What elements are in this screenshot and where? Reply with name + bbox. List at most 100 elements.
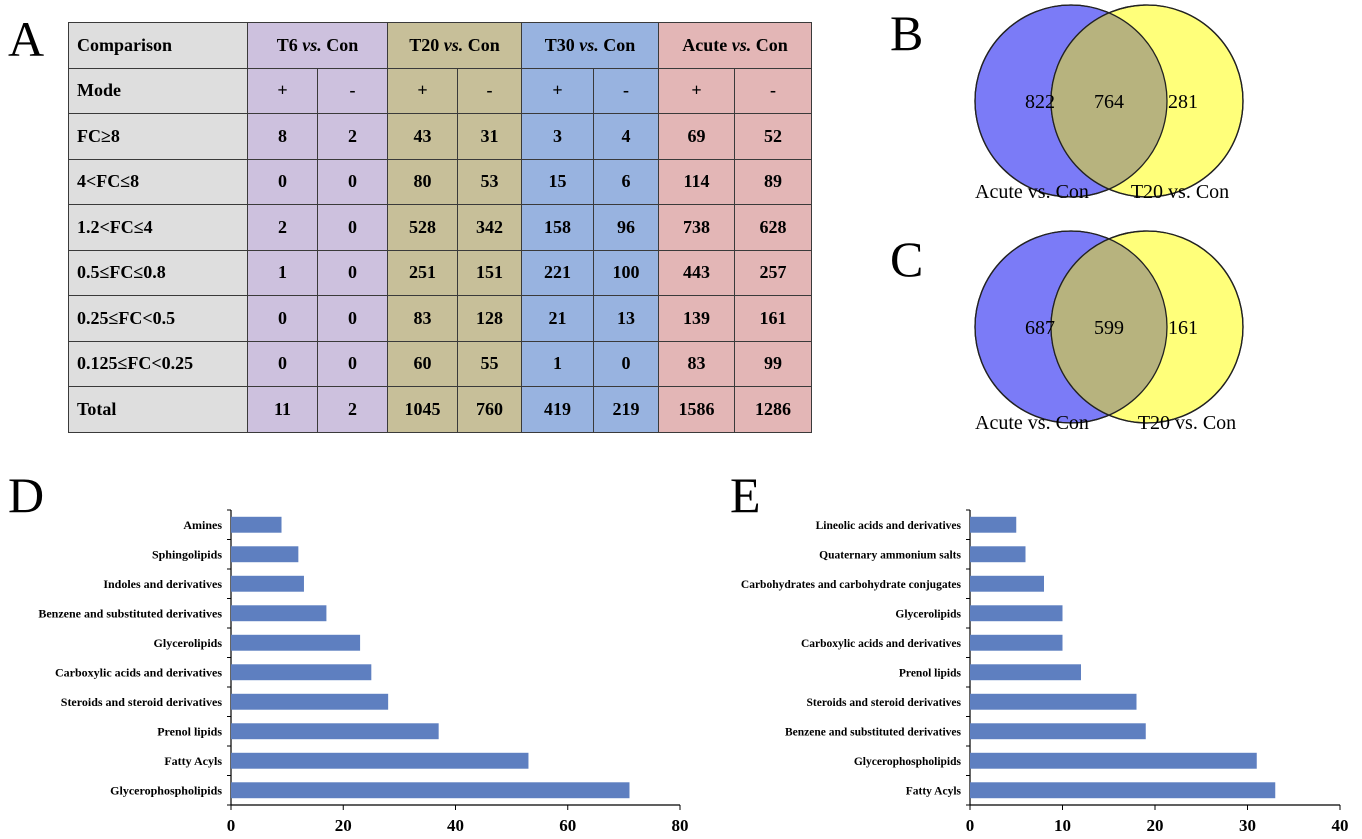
category-label: Amines [183,518,222,532]
x-tick-label: 10 [1054,816,1071,835]
bar [231,693,389,710]
table-row: 1.2<FC≤4 2 0 528 342 158 96 738 628 [68,204,812,251]
bar [231,516,282,533]
bar [231,634,361,651]
fold-change-table: Comparison T6 vs. Con T20 vs. Con T30 vs… [68,22,812,433]
venn-c-right-count: 161 [1168,317,1198,339]
bar [231,664,372,681]
table-cell: 2 [247,204,318,251]
x-tick-label: 20 [335,816,352,835]
table-cell: 80 [387,158,458,205]
table-cell: 11 [247,386,318,433]
table-cell: 161 [734,295,812,342]
bar [231,546,299,563]
table-cell: 83 [387,295,458,342]
table-cell: 1 [521,340,594,387]
venn-diagram-b: 822 764 281 Acute vs. Con T20 vs. Con [974,4,1244,203]
table-cell: 96 [593,204,659,251]
table-row: FC≥8 8 2 43 31 3 4 69 52 [68,113,812,160]
venn-b-left-count: 822 [1025,91,1055,113]
bar [231,782,630,799]
table-cell: 219 [593,386,659,433]
table-cell: 139 [658,295,735,342]
x-tick-label: 40 [1332,816,1349,835]
group-header-t6: T6 vs. Con [247,22,388,69]
category-label: Fatty Acyls [164,754,222,768]
row-label: 0.5≤FC≤0.8 [68,249,248,296]
bar [970,752,1257,769]
table-cell: 52 [734,113,812,160]
venn-c-left-count: 687 [1025,317,1055,339]
table-cell: 13 [593,295,659,342]
venn-b-right-label: T20 vs. Con [1131,181,1229,203]
x-tick-label: 30 [1239,816,1256,835]
panel-label-c: C [890,231,924,287]
table-cell: 83 [658,340,735,387]
panel-label-e: E [730,467,761,523]
group-header-acute: Acute vs. Con [658,22,812,69]
bar [970,664,1081,681]
table-cell: 221 [521,249,594,296]
table-row: 0.125≤FC<0.25 0 0 60 55 1 0 83 99 [68,340,812,387]
row-label: FC≥8 [68,113,248,160]
category-label: Steroids and steroid derivatives [61,695,223,709]
table-cell: 1286 [734,386,812,433]
panel-label-a: A [8,11,45,67]
venn-c-overlap-count: 599 [1094,317,1124,339]
table-cell: 114 [658,158,735,205]
table-cell: 1 [247,249,318,296]
bar [970,782,1276,799]
venn-c-right-label: T20 vs. Con [1138,412,1236,434]
x-tick-label: 0 [966,816,975,835]
table-cell: - [317,67,388,114]
table-cell: 257 [734,249,812,296]
category-label: Benzene and substituted derivatives [38,606,222,620]
table-cell: 60 [387,340,458,387]
bar [970,575,1044,592]
category-label: Glycerophospholipids [110,783,222,797]
venn-b-overlap [1051,5,1167,197]
table-cell: 0 [247,295,318,342]
table-cell: 15 [521,158,594,205]
venn-diagram-c: 687 599 161 Acute vs. Con T20 vs. Con [974,230,1244,434]
venn-b-overlap-count: 764 [1094,91,1124,113]
group-header-t20: T20 vs. Con [387,22,522,69]
row-label: 0.25≤FC<0.5 [68,295,248,342]
table-row: 0.5≤FC≤0.8 1 0 251 151 221 100 443 257 [68,249,812,296]
table-row: 4<FC≤8 0 0 80 53 15 6 114 89 [68,158,812,205]
table-cell: 100 [593,249,659,296]
table-row: Mode + - + - + - + - [68,67,812,114]
table-cell: 443 [658,249,735,296]
category-label: Glycerophospholipids [854,756,962,768]
bar [970,634,1063,651]
bar [231,752,529,769]
x-tick-label: 0 [227,816,236,835]
table-cell: + [247,67,318,114]
category-label: Steroids and steroid derivatives [806,697,961,709]
bar [970,723,1146,740]
table-cell: 0 [317,158,388,205]
table-cell: 69 [658,113,735,160]
table-cell: 128 [457,295,522,342]
category-label: Fatty Acyls [906,785,962,797]
table-cell: 89 [734,158,812,205]
comparison-header: Comparison [68,22,248,69]
table-cell: 628 [734,204,812,251]
category-label: Carboxylic acids and derivatives [55,665,222,679]
x-tick-label: 20 [1147,816,1164,835]
table-cell: 55 [457,340,522,387]
venn-c-overlap [1051,231,1167,423]
table-cell: 21 [521,295,594,342]
table-cell: 31 [457,113,522,160]
table-cell: - [593,67,659,114]
category-label: Indoles and derivatives [103,577,222,591]
row-label: 0.125≤FC<0.25 [68,340,248,387]
table-cell: 1045 [387,386,458,433]
table-cell: 0 [247,340,318,387]
table-cell: 1586 [658,386,735,433]
venn-c-left-label: Acute vs. Con [975,412,1089,434]
x-tick-label: 80 [672,816,689,835]
table-cell: 528 [387,204,458,251]
table-cell: 419 [521,386,594,433]
table-cell: 53 [457,158,522,205]
